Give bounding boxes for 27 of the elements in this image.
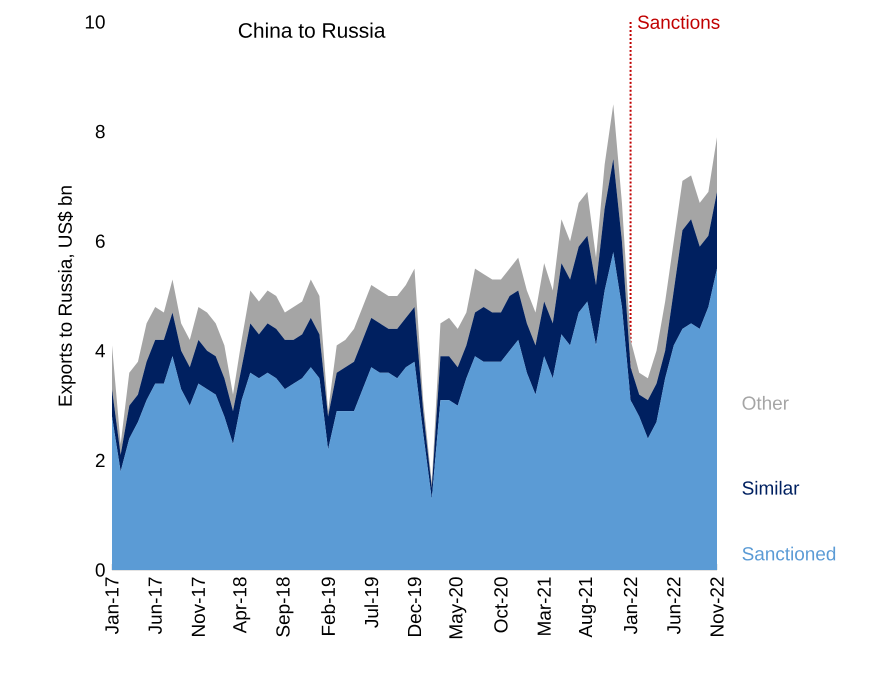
x-tick-label: Nov-22 <box>710 577 724 636</box>
x-tick-label: Jan-22 <box>624 577 638 634</box>
y-axis-title: Exports to Russia, US$ bn <box>58 186 76 406</box>
y-tick-label: 10 <box>86 15 105 29</box>
x-tick-label: Jul-19 <box>364 577 378 628</box>
x-tick-label: Jun-17 <box>148 577 162 634</box>
x-tick-label: Feb-19 <box>321 577 336 635</box>
y-tick-label: 6 <box>96 234 105 248</box>
ref-line-label: Sanctions <box>638 15 720 29</box>
y-tick-label: 2 <box>96 454 105 468</box>
y-tick-label: 0 <box>96 563 105 577</box>
x-tick-label: Apr-18 <box>233 577 250 634</box>
x-tick-label: Nov-17 <box>192 577 206 636</box>
y-tick-label: 4 <box>95 344 105 358</box>
chart-title: China to Russia <box>238 22 386 38</box>
x-tick-label: Oct-20 <box>494 577 508 632</box>
x-tick-label: Jan-17 <box>105 577 119 634</box>
x-tick-label: Aug-21 <box>578 577 596 638</box>
x-tick-label: Mar-21 <box>537 577 551 635</box>
text: Other <box>742 396 789 410</box>
x-tick-label: May-20 <box>449 577 466 638</box>
y-tick-label: 8 <box>96 124 105 138</box>
x-tick-label: Jun-22 <box>667 577 680 634</box>
x-tick-label: Sep-18 <box>276 577 294 637</box>
text: Similar <box>742 480 800 495</box>
series-label: Sanctioned <box>742 546 836 561</box>
x-tick-label: Dec-19 <box>408 577 422 636</box>
